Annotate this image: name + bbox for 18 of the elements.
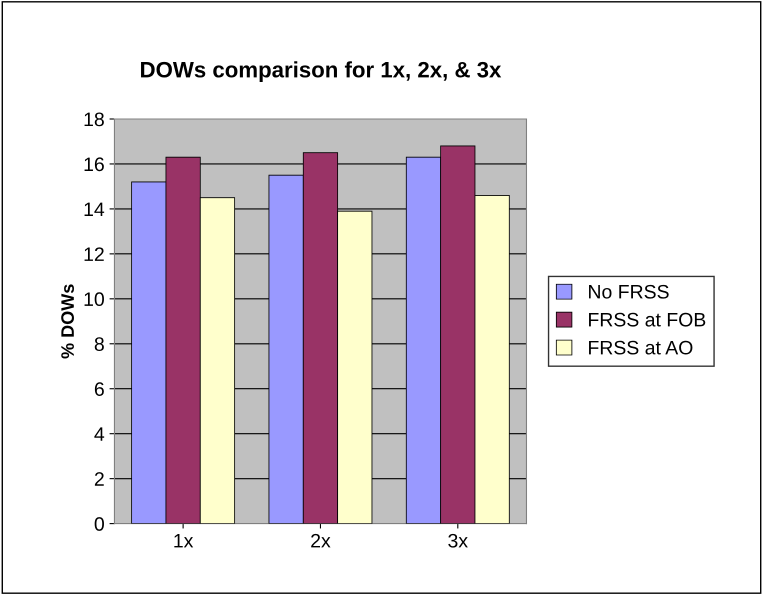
- x-tick-label: 2x: [311, 534, 331, 548]
- x-tick-label: 1x: [174, 534, 194, 548]
- x-tick-label: 3x: [448, 534, 468, 548]
- y-tick-label: 0: [94, 517, 104, 531]
- legend-label: FRSS at AO: [589, 340, 692, 355]
- y-tick-label: 8: [94, 337, 104, 352]
- y-tick-label: 16: [84, 157, 104, 172]
- y-tick-label: 2: [94, 472, 104, 486]
- y-tick-label: 18: [84, 112, 104, 126]
- y-tick-label: 14: [84, 202, 104, 216]
- legend-label: No FRSS: [589, 284, 669, 299]
- y-tick-label: 4: [94, 427, 104, 441]
- chart-title: DOWs comparison for 1x, 2x, & 3x: [141, 61, 502, 82]
- legend-label: FRSS at FOB: [589, 312, 706, 327]
- y-tick-label: 12: [84, 247, 104, 261]
- y-tick-label: 6: [94, 382, 104, 396]
- y-tick-label: 10: [84, 292, 104, 306]
- y-axis-title: % DOWs: [61, 284, 74, 358]
